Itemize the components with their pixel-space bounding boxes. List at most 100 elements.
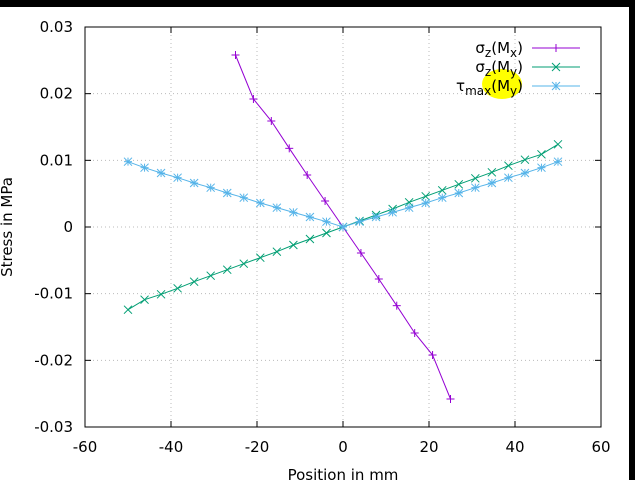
marker-stroke — [504, 173, 513, 183]
legend-marker — [551, 81, 561, 91]
series-2 — [123, 157, 563, 232]
marker-stroke — [338, 222, 348, 232]
marker-stroke — [322, 217, 331, 227]
marker-stroke — [272, 203, 282, 213]
marker-stroke — [239, 259, 249, 269]
marker-stroke — [520, 155, 530, 165]
marker-stroke — [222, 188, 232, 198]
marker-stroke — [470, 173, 480, 183]
marker-stroke — [487, 178, 497, 188]
x-axis-label: Position in mm — [288, 466, 399, 484]
marker-stroke — [454, 179, 464, 189]
legend-label-part: σ — [475, 58, 485, 76]
marker-stroke — [255, 198, 265, 208]
data-point — [437, 185, 447, 195]
data-point — [189, 178, 199, 188]
y-tick-label: -0.02 — [34, 351, 73, 369]
legend: σz(Mx)σz(My)τmax(My) — [456, 39, 580, 98]
legend-highlight — [482, 69, 522, 99]
data-point — [437, 193, 447, 203]
marker-stroke — [470, 183, 480, 193]
data-point — [222, 188, 232, 198]
marker-stroke — [173, 173, 182, 183]
y-tick-label: 0.01 — [40, 151, 73, 169]
data-point — [520, 168, 530, 178]
data-point — [371, 212, 381, 222]
data-point — [156, 168, 166, 178]
marker-stroke — [537, 149, 546, 159]
data-point — [404, 203, 414, 213]
marker-stroke — [437, 193, 447, 203]
marker-stroke — [206, 271, 216, 281]
data-point — [454, 188, 464, 198]
data-point — [470, 183, 480, 193]
legend-label-part: y — [510, 65, 517, 79]
data-point — [123, 157, 133, 167]
marker-stroke — [520, 168, 530, 178]
legend-label-part: x — [510, 46, 517, 60]
x-tick-label: 0 — [338, 438, 348, 456]
x-tick-label: -20 — [245, 438, 270, 456]
plot-frame — [84, 26, 602, 428]
data-point — [255, 198, 265, 208]
marker-stroke — [551, 81, 561, 91]
marker-stroke — [437, 185, 447, 195]
legend-label-part: (M — [491, 77, 510, 95]
legend-label-part: σ — [475, 39, 485, 57]
marker-stroke — [189, 277, 199, 287]
marker-stroke — [222, 265, 232, 275]
marker-stroke — [272, 247, 282, 257]
data-point — [322, 228, 331, 238]
marker-stroke — [305, 234, 315, 244]
data-point — [231, 51, 240, 59]
legend-label: τmax(My) — [456, 77, 523, 98]
legend-label-part: ) — [517, 77, 523, 95]
data-point — [553, 157, 563, 167]
legend-label-part: (M — [491, 39, 510, 57]
series-group — [123, 51, 563, 403]
data-point — [289, 207, 298, 217]
data-point — [537, 149, 546, 159]
data-point — [355, 217, 364, 227]
data-point — [140, 163, 149, 173]
marker-stroke — [289, 240, 298, 250]
marker-stroke — [255, 253, 265, 263]
legend-label: σz(My) — [475, 58, 523, 79]
data-point — [206, 183, 216, 193]
legend-label: σz(Mx) — [475, 39, 523, 60]
data-point — [374, 275, 383, 283]
legend-label-part: (M — [491, 58, 510, 76]
top-border — [0, 0, 635, 7]
data-point — [303, 171, 312, 179]
marker-stroke — [173, 283, 182, 293]
data-point — [321, 197, 330, 205]
legend-label-part: ) — [517, 58, 523, 76]
data-point — [338, 222, 348, 232]
marker-stroke — [404, 203, 414, 213]
marker-stroke — [553, 157, 563, 167]
marker-stroke — [156, 168, 166, 178]
data-point — [272, 203, 282, 213]
right-border — [629, 0, 635, 480]
data-point — [140, 295, 149, 305]
legend-marker — [551, 62, 561, 72]
marker-stroke — [123, 157, 133, 167]
legend-label-part: z — [485, 46, 491, 60]
marker-stroke — [289, 207, 298, 217]
data-point — [173, 283, 182, 293]
legend-label-part: max — [465, 84, 491, 98]
data-point — [421, 198, 431, 208]
data-point — [410, 329, 419, 337]
marker-stroke — [239, 193, 249, 203]
marker-stroke — [305, 212, 315, 222]
data-point — [487, 178, 497, 188]
data-point — [285, 144, 294, 153]
marker-stroke — [421, 191, 431, 201]
data-point — [206, 271, 216, 281]
marker-stroke — [454, 188, 464, 198]
legend-label-part: ) — [517, 39, 523, 57]
data-point — [487, 167, 497, 177]
marker-stroke — [140, 295, 149, 305]
data-point — [421, 191, 431, 201]
